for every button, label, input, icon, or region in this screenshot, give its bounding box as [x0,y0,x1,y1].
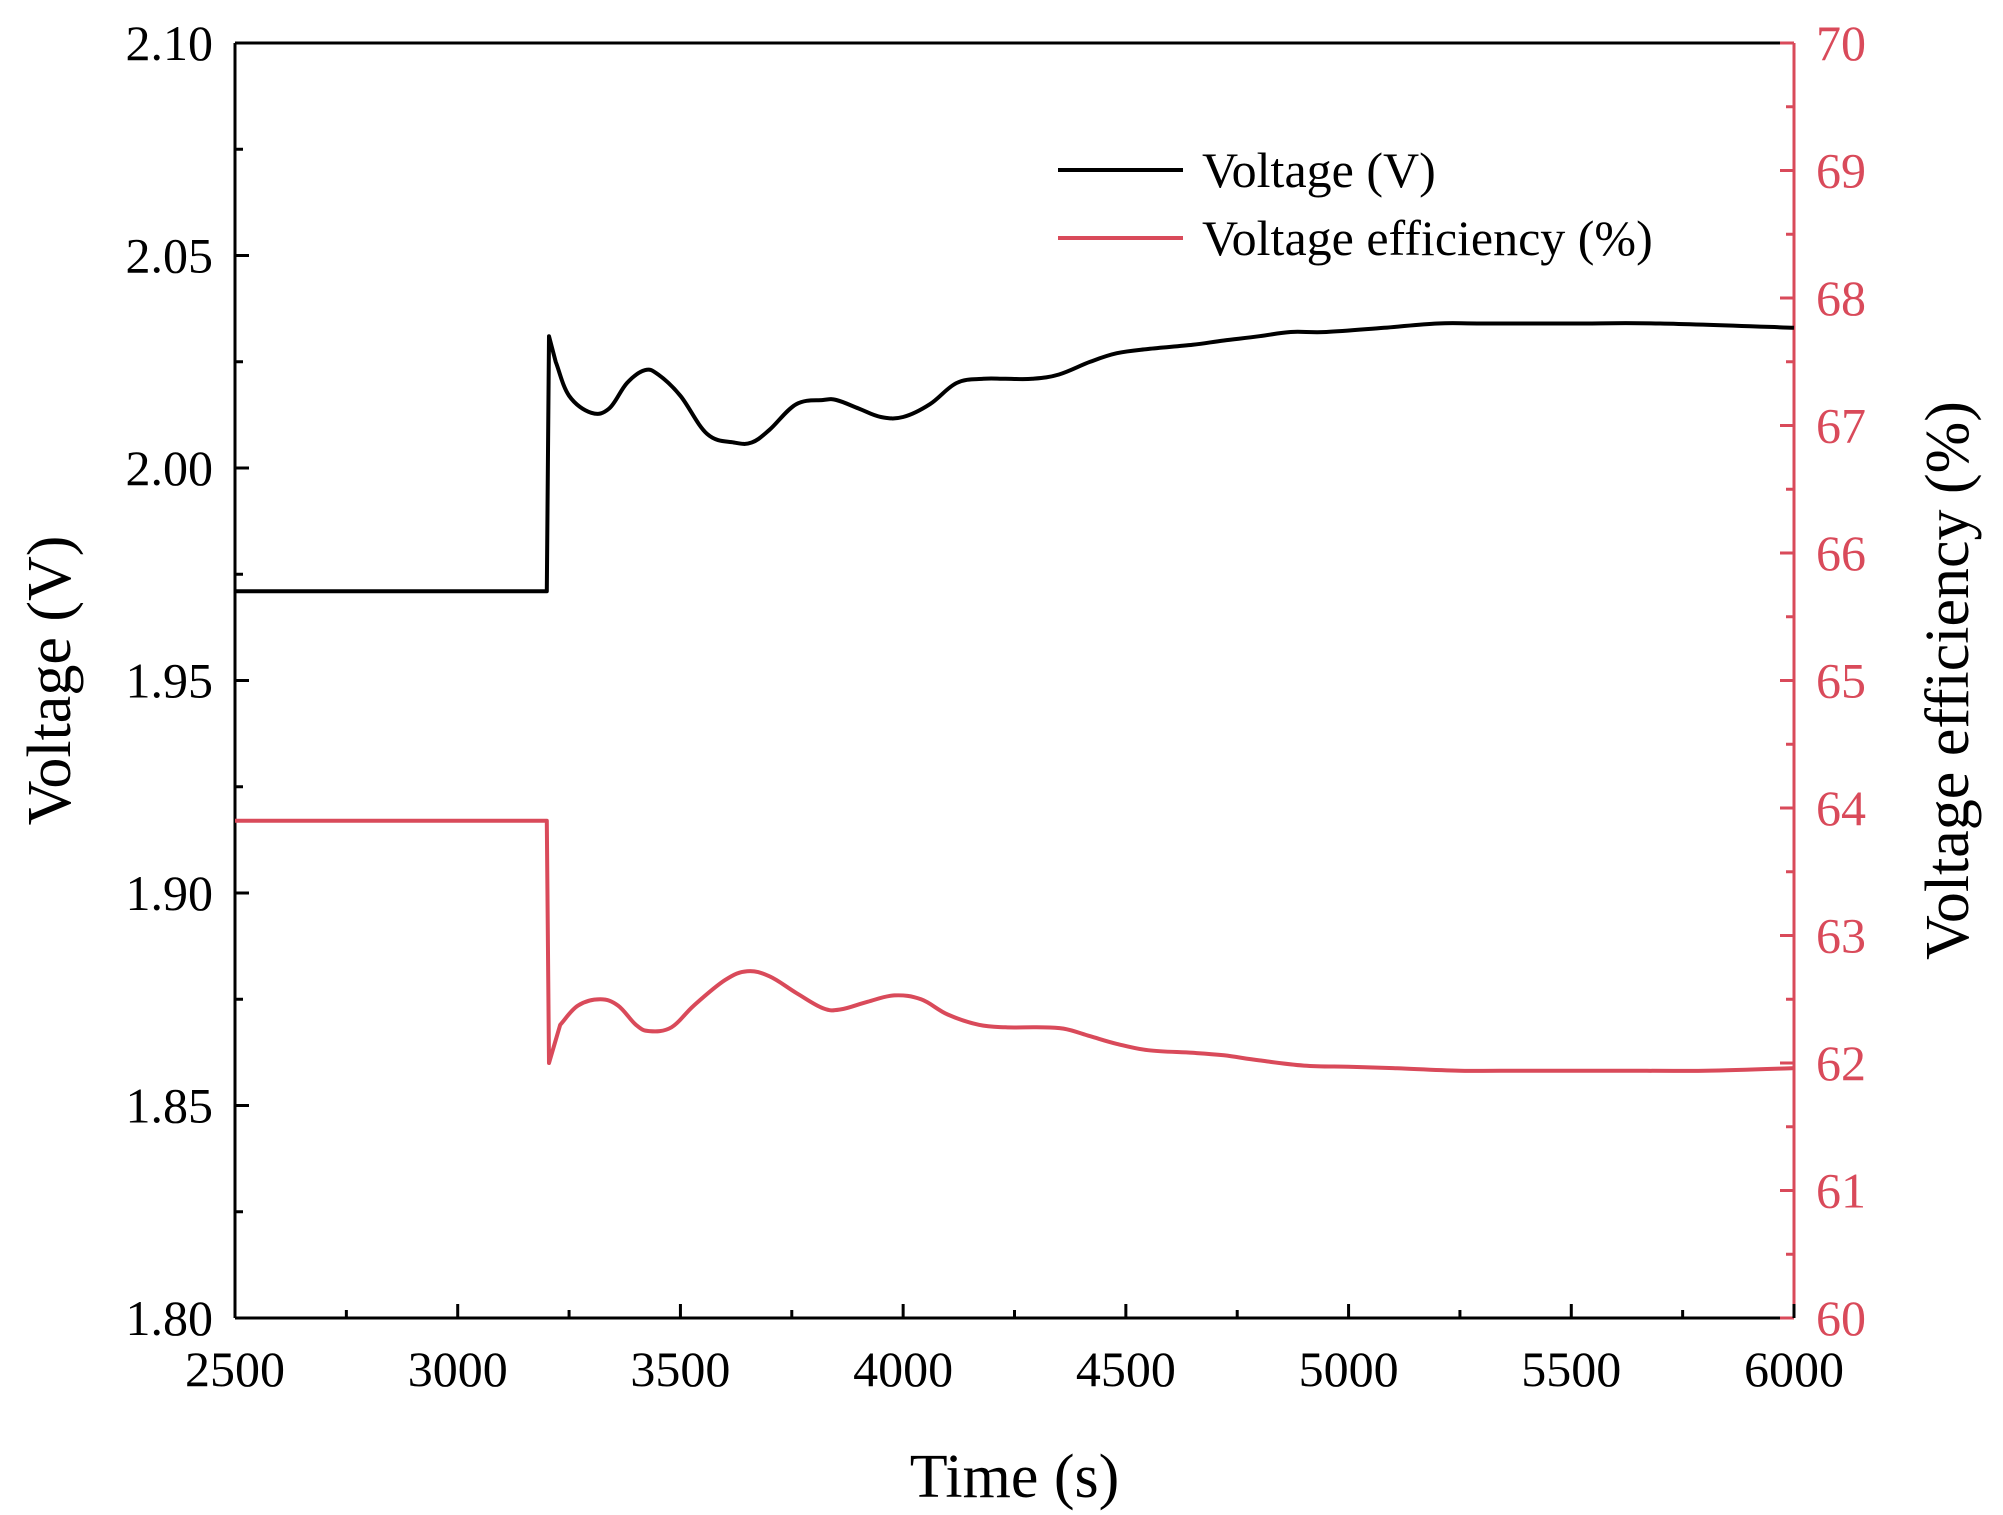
right-tick-label: 62 [1816,1035,1866,1091]
series-line-voltage [235,321,1795,594]
legend: Voltage (V) Voltage efficiency (%) [1058,142,1653,266]
series-layer [235,321,1795,1073]
left-tick-label: 1.90 [126,865,214,921]
right-tick-label: 64 [1816,780,1866,836]
right-y-axis-title: Voltage efficiency (%) [1914,401,1982,960]
legend-label-voltage: Voltage (V) [1202,142,1436,198]
right-tick-label: 65 [1816,653,1866,709]
x-tick-label: 4000 [853,1341,953,1397]
left-tick-label: 2.05 [126,228,214,284]
right-tick-label: 69 [1816,143,1866,199]
legend-label-voltage-efficiency: Voltage efficiency (%) [1202,210,1653,266]
right-tick-label: 63 [1816,908,1866,964]
x-tick-label: 3000 [408,1341,508,1397]
left-tick-label: 2.10 [126,15,214,71]
right-tick-label: 61 [1816,1163,1866,1219]
right-tick-label: 70 [1816,15,1866,71]
left-y-axis-title: Voltage (V) [16,536,84,826]
x-tick-label: 6000 [1744,1341,1844,1397]
right-tick-label: 66 [1816,525,1866,581]
x-axis-ticks: 2500 3000 3500 4000 4500 5000 5500 6000 [185,1304,1844,1397]
left-tick-label: 1.95 [126,653,214,709]
x-tick-label: 5500 [1521,1341,1621,1397]
left-tick-label: 1.80 [126,1290,214,1346]
left-axis-ticks: 1.80 1.85 1.90 1.95 2.00 2.05 2.10 [126,15,249,1346]
left-tick-label: 1.85 [126,1078,214,1134]
left-tick-label: 2.00 [126,440,214,496]
right-axis-ticks: 60 61 62 63 64 65 66 67 68 69 70 [1780,15,1866,1346]
x-tick-label: 5000 [1299,1341,1399,1397]
right-tick-label: 67 [1816,398,1866,454]
right-tick-label: 60 [1816,1290,1866,1346]
x-tick-label: 4500 [1076,1341,1176,1397]
x-tick-label: 3500 [630,1341,730,1397]
x-axis-title: Time (s) [910,1443,1120,1511]
series-line-voltage-efficiency [235,818,1795,1073]
right-tick-label: 68 [1816,270,1866,326]
x-tick-label: 2500 [185,1341,285,1397]
